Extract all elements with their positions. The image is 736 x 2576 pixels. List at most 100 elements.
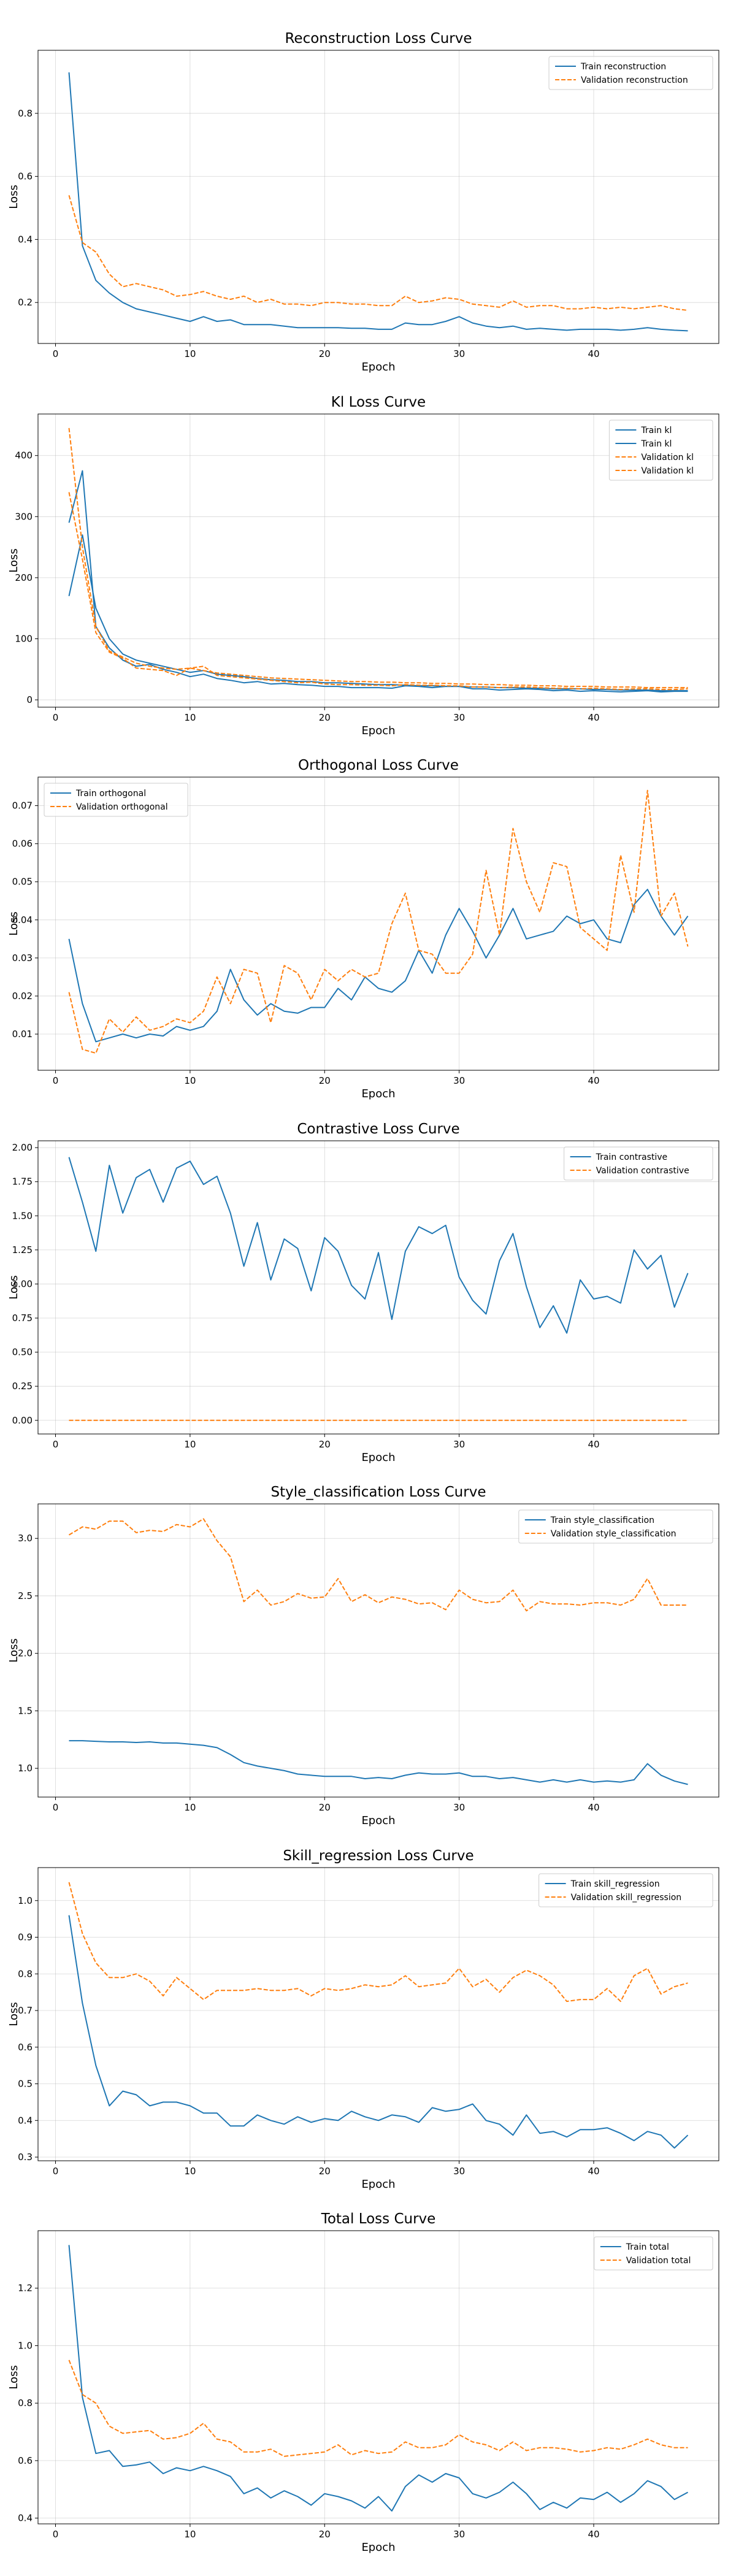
y-tick-label: 0.03: [12, 953, 33, 964]
y-tick-label: 0.07: [12, 800, 33, 811]
x-tick-label: 30: [453, 1802, 465, 1813]
plot-frame: [37, 776, 719, 1071]
x-tick-label: 10: [184, 1802, 196, 1813]
x-tick-label: 0: [53, 2529, 59, 2540]
legend-entry: Train orthogonal: [75, 789, 146, 799]
series-line-train-style-classification: [69, 1740, 688, 1785]
series-line-train-total: [68, 2245, 688, 2512]
y-tick-label: 300: [15, 511, 33, 522]
legend-box: [539, 1873, 713, 1907]
y-tick-label: 1.25: [12, 1244, 33, 1255]
y-tick-label: 0.50: [12, 1347, 33, 1358]
plot-frame: [37, 413, 719, 708]
y-tick-label: 0.4: [18, 2513, 33, 2524]
legend: Train kl Train kl Validation kl Validation …: [608, 420, 713, 481]
legend-entry: Validation kl: [641, 453, 694, 462]
y-tick-label: 0.04: [12, 914, 33, 926]
y-tick-label: 1.0: [18, 1895, 33, 1906]
x-axis-label: Epoch: [361, 724, 395, 737]
legend-box: [548, 56, 713, 90]
legend-entry: Train style_classification: [550, 1516, 654, 1525]
x-tick-label: 30: [453, 2529, 465, 2540]
legend-entry: Validation orthogonal: [76, 802, 168, 812]
y-tick-label: 0.3: [18, 2152, 33, 2163]
legend-entry: Validation total: [626, 2256, 691, 2266]
y-tick-label: 0.06: [12, 838, 33, 849]
y-tick-label: 0.4: [18, 2115, 33, 2126]
y-tick-label: 0.7: [18, 2005, 33, 2016]
series-line-train-orthogonal: [68, 889, 689, 1043]
x-tick-label: 10: [184, 1075, 196, 1086]
x-tick-label: 40: [588, 1439, 599, 1450]
chart-contrastive: Contrastive Loss Curve 0 10 20 30 40 0.00 0.25 0…: [7, 1121, 719, 1464]
x-tick-label: 20: [319, 2529, 331, 2540]
x-axis-label: Epoch: [361, 1451, 395, 1464]
legend-entry: Train reconstruction: [580, 62, 666, 72]
x-tick-label: 30: [453, 2166, 465, 2177]
y-tick-label: 2.5: [18, 1590, 33, 1601]
legend-entry: Validation style_classification: [551, 1529, 677, 1539]
x-tick-label: 40: [588, 1802, 599, 1813]
legend: Train reconstruction Validation reconstru…: [548, 56, 713, 90]
chart-title: Kl Loss Curve: [331, 394, 426, 410]
x-tick-label: 20: [319, 712, 331, 723]
chart-title: Contrastive Loss Curve: [297, 1121, 459, 1137]
y-axis-label: Loss: [7, 2365, 20, 2389]
x-tick-label: 40: [588, 2529, 599, 2540]
y-tick-label: 2.00: [12, 1142, 33, 1153]
chart-title: Total Loss Curve: [321, 2211, 436, 2227]
series-line-train-skill-regression: [68, 1915, 689, 2149]
x-tick-label: 20: [319, 1802, 331, 1813]
x-tick-label: 20: [319, 348, 331, 359]
x-tick-label: 10: [184, 712, 196, 723]
y-tick-label: 0.02: [12, 991, 33, 1002]
y-tick-label: 1.0: [18, 1763, 33, 1774]
y-tick-label: 0.75: [12, 1313, 33, 1324]
legend-box: [564, 1146, 713, 1181]
y-axis-label: Loss: [7, 1275, 20, 1299]
x-tick-label: 10: [184, 348, 196, 359]
x-tick-label: 0: [53, 1439, 59, 1450]
plot-frame: [37, 1140, 719, 1435]
y-tick-label: 3.0: [18, 1533, 33, 1544]
legend-entry: Validation skill_regression: [571, 1893, 682, 1903]
x-tick-label: 20: [319, 1439, 331, 1450]
y-tick-label: 0: [26, 694, 33, 705]
x-tick-label: 30: [453, 348, 465, 359]
chart-style-classification: Style_classification Loss Curve 0 10 20 30 40…: [7, 1484, 719, 1827]
legend-box: [594, 2236, 713, 2271]
y-tick-label: 0.6: [18, 2455, 33, 2466]
x-tick-label: 10: [184, 2166, 196, 2177]
x-tick-label: 0: [53, 348, 59, 359]
legend-box: [518, 1509, 713, 1544]
x-tick-label: 0: [53, 1802, 59, 1813]
x-tick-label: 20: [319, 1075, 331, 1086]
y-axis-label: Loss: [7, 2002, 20, 2026]
x-tick-label: 0: [53, 712, 59, 723]
x-tick-label: 0: [53, 1075, 59, 1086]
x-tick-label: 30: [453, 1439, 465, 1450]
legend-box: [44, 783, 188, 817]
chart-total: Total Loss Curve 0 10 20 30 40 0.4 0.6 0.8 1.0 1.2…: [7, 2211, 719, 2554]
plot-frame: [37, 1503, 719, 1798]
series-line-validation-orthogonal: [68, 789, 689, 1054]
series-line-validation-skill-regression: [68, 1882, 688, 2003]
legend-entry: Train total: [626, 2242, 669, 2252]
y-tick-label: 0.05: [12, 876, 33, 887]
x-tick-label: 0: [53, 2166, 59, 2177]
series-line-validation-kl: [68, 492, 688, 691]
chart-skill-regression: Skill_regression Loss Curve 0 10 20 30 40 0.3 0…: [7, 1848, 719, 2191]
legend-entry: Train kl: [640, 439, 672, 449]
x-axis-label: Epoch: [361, 2178, 395, 2191]
legend: Train style_classification Validation sty…: [518, 1509, 713, 1544]
y-tick-label: 400: [15, 450, 33, 461]
legend-entry: Validation kl: [641, 466, 694, 476]
y-tick-label: 0.01: [12, 1029, 33, 1040]
x-tick-label: 40: [588, 2166, 599, 2177]
y-axis-label: Loss: [7, 911, 20, 935]
y-tick-label: 200: [15, 572, 33, 583]
x-tick-label: 10: [184, 2529, 196, 2540]
legend: Train contrastive Validation contrastive: [564, 1146, 713, 1181]
y-tick-label: 1.5: [18, 1705, 33, 1716]
x-tick-label: 30: [453, 1075, 465, 1086]
